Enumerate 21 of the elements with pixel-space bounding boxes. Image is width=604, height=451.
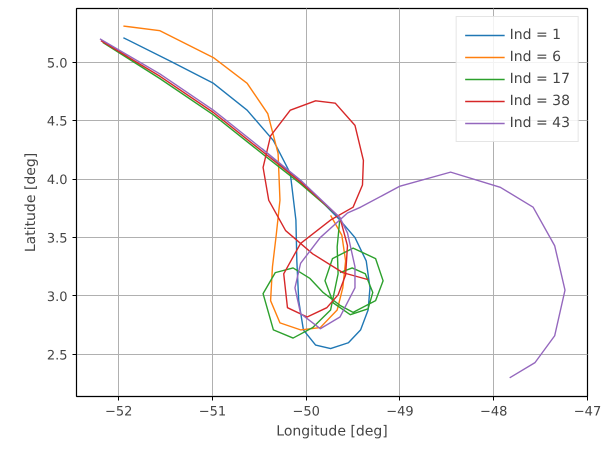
x-tick-label: −47 xyxy=(574,404,602,420)
x-tick-label: −51 xyxy=(198,404,226,420)
x-tick-label: −50 xyxy=(292,404,320,420)
y-tick-label: 5.0 xyxy=(46,56,68,72)
y-tick-label: 4.5 xyxy=(46,114,68,130)
y-tick-label: 3.0 xyxy=(46,290,68,305)
x-tick-label: −48 xyxy=(480,404,508,420)
legend-label: Ind = 43 xyxy=(510,115,570,131)
legend-label: Ind = 38 xyxy=(510,93,570,109)
x-axis-title: Longitude [deg] xyxy=(276,424,388,440)
y-axis-title: Latitude [deg] xyxy=(22,152,39,252)
legend-label: Ind = 17 xyxy=(510,71,570,87)
x-tick-label: −49 xyxy=(386,404,414,420)
line-series xyxy=(122,25,346,331)
x-tick-label: −52 xyxy=(104,404,132,420)
legend-label: Ind = 1 xyxy=(510,27,562,43)
line-series xyxy=(122,37,371,350)
y-tick-label: 4.0 xyxy=(46,173,68,188)
legend-label: Ind = 6 xyxy=(510,49,562,65)
y-tick-label: 2.5 xyxy=(46,348,68,364)
y-tick-label: 3.5 xyxy=(46,232,68,247)
